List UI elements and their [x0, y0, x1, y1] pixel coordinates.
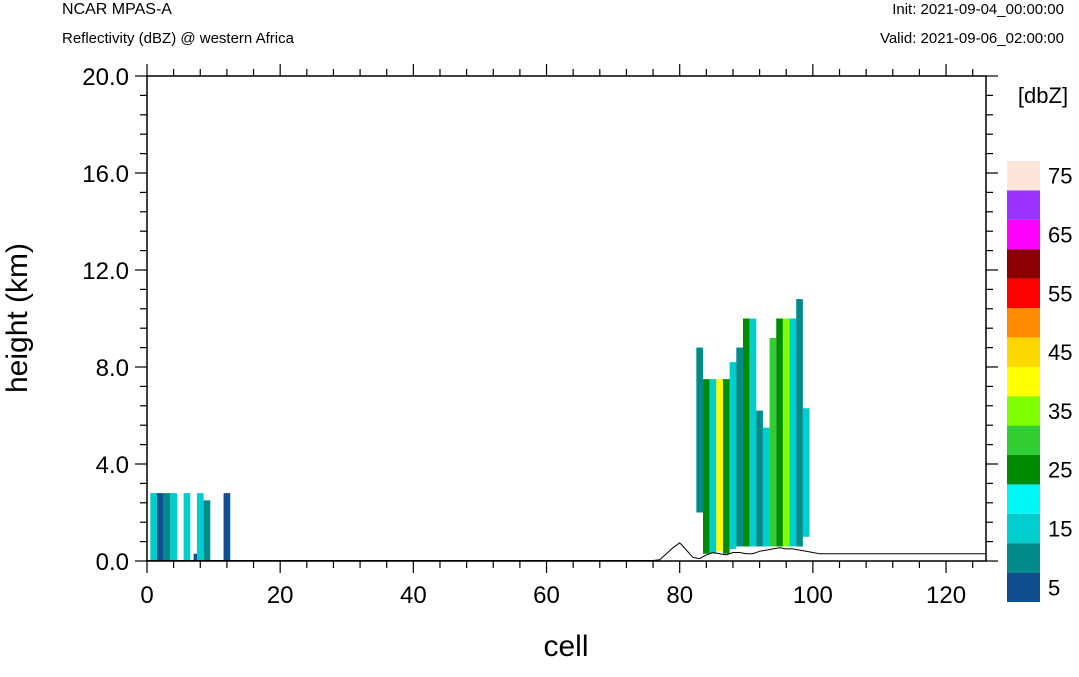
axis-ticks	[135, 64, 998, 573]
reflectivity-cell	[163, 493, 171, 561]
y-tick-label: 8.0	[96, 355, 129, 382]
colorbar-label: 45	[1048, 340, 1072, 365]
colorbar-title: [dbZ]	[1018, 83, 1068, 108]
reflectivity-cell	[716, 379, 723, 552]
colorbar-label: 75	[1048, 164, 1072, 189]
x-tick-label: 40	[400, 582, 427, 609]
init-time-label: Init: 2021-09-04_00:00:00	[892, 1, 1064, 18]
x-tick-label: 60	[533, 582, 560, 609]
colorbar-label: 35	[1048, 399, 1072, 424]
colorbar-swatch	[1007, 455, 1040, 485]
y-axis-title: height (km)	[1, 243, 34, 393]
reflectivity-cells	[150, 299, 810, 561]
colorbar-label: 25	[1048, 458, 1072, 483]
reflectivity-cell	[223, 493, 231, 561]
colorbar-label: 65	[1048, 223, 1072, 248]
reflectivity-cell	[203, 500, 211, 561]
colorbar-label: 5	[1048, 575, 1060, 600]
colorbar: 5 15 25 35 45 55 65 75	[1007, 161, 1072, 602]
colorbar-swatch	[1007, 308, 1040, 338]
reflectivity-cell	[762, 427, 770, 547]
plot-frame	[146, 75, 987, 562]
colorbar-swatch	[1007, 543, 1040, 573]
colorbar-swatch	[1007, 161, 1040, 191]
reflectivity-cell	[170, 493, 177, 561]
valid-time-label: Valid: 2021-09-06_02:00:00	[879, 30, 1064, 47]
reflectivity-cell	[156, 493, 164, 561]
colorbar-swatch	[1007, 366, 1040, 397]
y-tick-label: 20.0	[82, 64, 129, 91]
reflectivity-cell	[782, 318, 790, 547]
colorbar-label: 55	[1048, 281, 1072, 306]
reflectivity-cell	[703, 379, 710, 554]
reflectivity-cell	[769, 337, 777, 547]
terrain-line	[147, 542, 986, 561]
colorbar-swatch	[1007, 572, 1040, 602]
reflectivity-cell	[742, 318, 750, 547]
reflectivity-cell	[749, 318, 757, 547]
terrain-profile	[147, 542, 986, 561]
reflectivity-cell	[696, 347, 704, 513]
colorbar-swatch	[1007, 190, 1040, 220]
y-tick-label: 12.0	[82, 258, 129, 285]
reflectivity-cell	[196, 493, 204, 561]
x-axis-title: cell	[543, 630, 588, 663]
x-tick-label: 0	[140, 582, 153, 609]
x-tick-label: 120	[926, 582, 966, 609]
colorbar-label: 15	[1048, 517, 1072, 542]
y-tick-label: 0.0	[96, 549, 129, 576]
reflectivity-cell	[709, 379, 717, 554]
colorbar-swatch	[1007, 337, 1040, 367]
reflectivity-cell	[756, 410, 763, 547]
colorbar-swatch	[1007, 219, 1040, 250]
x-tick-label: 100	[793, 582, 833, 609]
x-tick-label: 20	[267, 582, 294, 609]
model-name-label: NCAR MPAS-A	[62, 1, 172, 18]
colorbar-swatch	[1007, 278, 1040, 308]
reflectivity-cell	[796, 299, 803, 547]
reflectivity-cell	[183, 493, 191, 561]
colorbar-swatch	[1007, 425, 1040, 455]
field-description-label: Reflectivity (dBZ) @ western Africa	[62, 30, 294, 47]
reflectivity-cell	[736, 347, 743, 547]
reflectivity-cell	[802, 408, 810, 537]
y-tick-label: 16.0	[82, 161, 129, 188]
reflectivity-cell	[150, 493, 157, 561]
colorbar-swatch	[1007, 396, 1040, 426]
reflectivity-cell	[722, 379, 730, 554]
colorbar-swatch	[1007, 513, 1040, 544]
reflectivity-cell	[193, 553, 198, 561]
colorbar-swatch	[1007, 249, 1040, 279]
y-tick-label: 4.0	[96, 452, 129, 479]
colorbar-swatch	[1007, 484, 1040, 514]
x-tick-label: 80	[666, 582, 693, 609]
reflectivity-cell	[729, 362, 737, 549]
reflectivity-cell	[776, 318, 783, 547]
axis-tick-labels: 0 20 40 60 80 100 120 0.0 4.0 8.0 12.0 16.0 20.0	[82, 64, 966, 609]
reflectivity-cell	[789, 318, 797, 547]
